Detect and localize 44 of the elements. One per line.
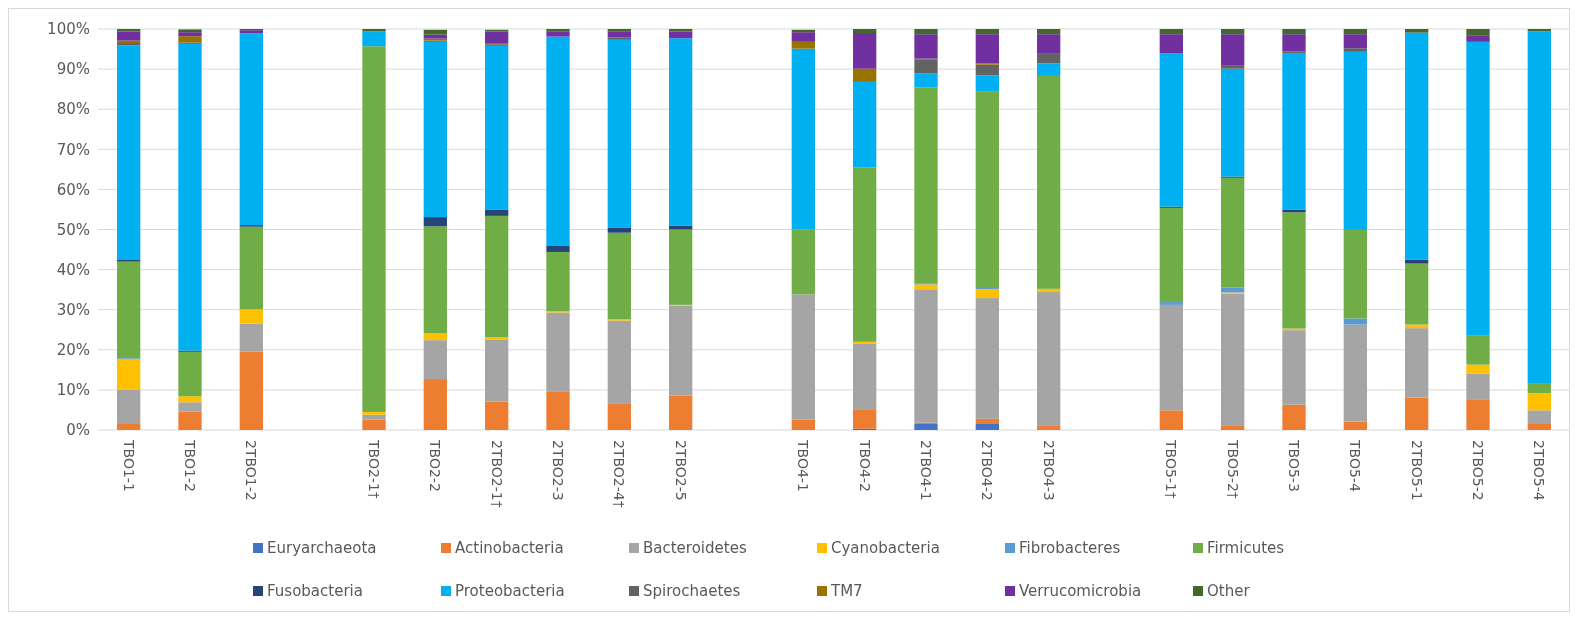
- x-tick-label: TBO1-1: [120, 439, 137, 492]
- y-tick-label: 50%: [56, 220, 90, 239]
- y-tick-label: 80%: [56, 100, 90, 119]
- x-tick-label: 2TBO2-1†: [488, 440, 505, 508]
- x-tick-label: TBO2-1†: [366, 439, 383, 499]
- legend-label: Verrucomicrobia: [1019, 582, 1142, 601]
- x-tick-label: TBO4-1: [795, 439, 812, 492]
- x-tick-label: 2TBO4-2: [979, 440, 996, 501]
- x-tick-label: TBO2-2: [427, 439, 444, 492]
- x-tick-label: 2TBO4-1: [918, 440, 935, 501]
- x-tick-label: 2TBO2-4†: [611, 440, 628, 508]
- x-tick-label: 2TBO5-1: [1408, 440, 1425, 501]
- x-tick-label: TBO5-2†: [1224, 439, 1241, 499]
- x-tick-label: 2TBO5-2: [1470, 440, 1487, 501]
- x-tick-label: 2TBO4-3: [1040, 440, 1057, 501]
- legend-label: TM7: [830, 582, 863, 601]
- x-tick-label: TBO1-2: [182, 439, 199, 492]
- legend-label: Euryarchaeota: [267, 539, 377, 558]
- x-tick-label: TBO5-3: [1286, 439, 1303, 492]
- x-tick-label: 2TBO1-2: [243, 440, 260, 501]
- legend-label: Spirochaetes: [643, 582, 741, 601]
- y-tick-label: 90%: [56, 60, 90, 79]
- y-tick-label: 70%: [56, 140, 90, 159]
- y-tick-label: 10%: [56, 381, 90, 400]
- x-tick-label: TBO5-4: [1347, 439, 1364, 492]
- legend-label: Firmicutes: [1207, 539, 1285, 558]
- y-tick-label: 0%: [66, 421, 90, 440]
- legend-label: Fibrobacteres: [1019, 539, 1121, 558]
- legend-label: Cyanobacteria: [831, 539, 940, 558]
- legend-label: Fusobacteria: [267, 582, 363, 601]
- x-tick-label: TBO5-1†: [1163, 439, 1180, 499]
- y-tick-label: 20%: [56, 341, 90, 360]
- y-tick-label: 60%: [56, 180, 90, 199]
- x-tick-label: TBO4-2: [856, 439, 873, 492]
- x-tick-label: 2TBO5-4: [1531, 440, 1548, 501]
- y-tick-label: 30%: [56, 300, 90, 319]
- legend-label: Proteobacteria: [455, 582, 565, 601]
- x-tick-label: 2TBO2-3: [550, 440, 567, 501]
- y-tick-label: 40%: [56, 260, 90, 279]
- x-tick-label: 2TBO2-5: [672, 440, 689, 501]
- y-tick-label: 100%: [47, 20, 90, 39]
- legend-label: Actinobacteria: [455, 539, 564, 558]
- legend-label: Bacteroidetes: [643, 539, 747, 558]
- legend-label: Other: [1207, 582, 1251, 601]
